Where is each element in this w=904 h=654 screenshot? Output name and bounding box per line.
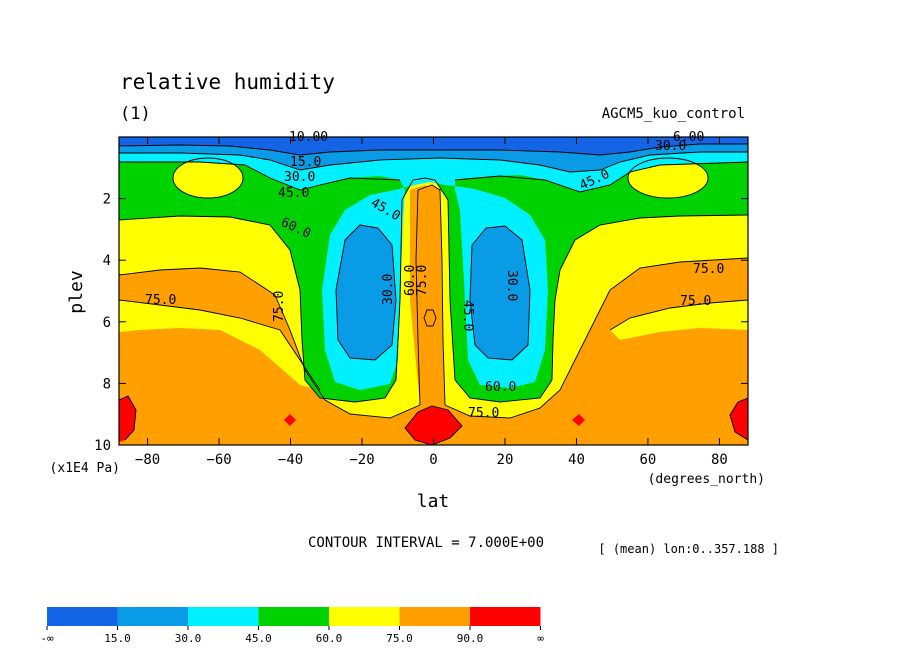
colorbar-label: -∞ — [40, 632, 54, 645]
contour-line-5 — [119, 257, 748, 419]
colorbar-swatch — [188, 607, 259, 626]
contour-line-8 — [415, 184, 446, 406]
band-60-75-tongue — [119, 300, 320, 390]
contour-label: 30.0 — [504, 270, 519, 301]
band-lt15-fill — [119, 137, 748, 155]
contour-interval-note: CONTOUR INTERVAL = 7.000E+00 — [308, 535, 544, 551]
x-tick-label: 60 — [640, 452, 657, 468]
contour-line-6 — [335, 224, 397, 361]
contour-line-1 — [119, 143, 748, 156]
colorbar-label: 75.0 — [386, 632, 413, 645]
contour-line-4 — [119, 177, 748, 403]
colorbar-label: 90.0 — [457, 632, 484, 645]
band-15-30-left — [336, 225, 396, 360]
band-15-30-right — [470, 226, 530, 360]
contour-label: 6.00 — [673, 130, 704, 145]
colorbar-swatch — [329, 607, 400, 626]
y-axis-units: (x1E4 Pa) — [50, 461, 120, 476]
contour-line-2 — [119, 151, 748, 173]
contour-label: 75.0 — [680, 294, 711, 309]
colorbar-label: 15.0 — [104, 632, 131, 645]
contour-label: 60.0 — [403, 265, 418, 296]
band-30-45-fill — [119, 137, 748, 390]
contour-label: 30.0 — [284, 170, 315, 185]
band-45-60-fill — [119, 137, 748, 402]
contour-line-10 — [119, 395, 137, 441]
y-tick-label: 6 — [103, 315, 111, 331]
contour-label: 30.0 — [655, 139, 686, 154]
colorbar-label: 45.0 — [245, 632, 272, 645]
contour-label: 75.0 — [415, 265, 430, 296]
units-label: (1) — [120, 104, 151, 124]
x-tick-label: 40 — [568, 452, 585, 468]
band-gt90-dot-right — [572, 414, 585, 426]
y-tick-label: 4 — [103, 253, 111, 269]
colorbar-label: ∞ — [537, 632, 544, 645]
colorbar-label: 60.0 — [316, 632, 343, 645]
contour-label: 75.0 — [468, 406, 499, 421]
x-tick-label: 20 — [497, 452, 514, 468]
x-tick-label: 80 — [711, 452, 728, 468]
contour-line-7 — [469, 225, 531, 361]
contour-label: 60.0 — [485, 380, 516, 395]
contour-lines — [119, 143, 748, 445]
averaging-note: [ (mean) lon:0..357.188 ] — [598, 542, 779, 556]
band-60-75-blob-left — [173, 158, 243, 198]
experiment-label: AGCM5_kuo_control — [602, 106, 745, 122]
contour-label: 75.0 — [272, 291, 287, 322]
contour-label: 30.0 — [381, 274, 396, 305]
contour-label: 75.0 — [693, 262, 724, 277]
contour-field — [119, 137, 748, 445]
x-axis-title: lat — [417, 491, 450, 512]
band-60-75-tongue-right — [610, 300, 748, 340]
contour-line-15 — [609, 299, 748, 331]
y-axis: 2 4 6 8 10 — [94, 192, 748, 454]
colorbar-swatch — [47, 607, 118, 626]
band-gt90-left — [119, 396, 136, 442]
contour-line-13 — [627, 157, 709, 199]
contour-line-14 — [119, 299, 321, 391]
colorbar-swatch — [470, 607, 541, 626]
colorbar-swatch — [399, 607, 470, 626]
x-tick-label: −80 — [135, 452, 160, 468]
band-gt90-center — [405, 406, 462, 445]
x-tick-label: −20 — [349, 452, 374, 468]
contour-line-3 — [119, 161, 748, 193]
contour-label: 75.0 — [145, 293, 176, 308]
colorbar-swatch — [258, 607, 329, 626]
colorbar: -∞ 15.0 30.0 45.0 60.0 75.0 90.0 ∞ — [40, 607, 544, 645]
contour-line-11 — [729, 397, 748, 441]
y-tick-label: 10 — [94, 438, 111, 454]
y-tick-label: 8 — [103, 376, 111, 392]
x-axis-units: (degrees_north) — [648, 472, 765, 487]
chart-title: relative humidity — [120, 70, 335, 94]
contour-label: 45.0 — [460, 300, 475, 331]
x-tick-label: 0 — [429, 452, 437, 468]
x-tick-label: −60 — [206, 452, 231, 468]
contour-line-9 — [404, 405, 463, 445]
y-tick-label: 2 — [103, 192, 111, 208]
contour-label: 45.0 — [278, 186, 309, 201]
colorbar-label: 30.0 — [175, 632, 202, 645]
contour-label: 10.00 — [289, 130, 328, 145]
contour-label: 15.0 — [290, 155, 321, 170]
band-75-90-tower — [416, 185, 445, 405]
contour-line-12 — [172, 157, 244, 199]
x-axis: −80 −60 −40 −20 0 20 40 60 80 — [135, 137, 728, 468]
band-gt90-dot-left — [284, 414, 296, 426]
y-axis-title: plev — [66, 270, 87, 313]
colorbar-swatch — [117, 607, 188, 626]
x-tick-label: −40 — [278, 452, 303, 468]
contour-line-16 — [423, 309, 437, 327]
